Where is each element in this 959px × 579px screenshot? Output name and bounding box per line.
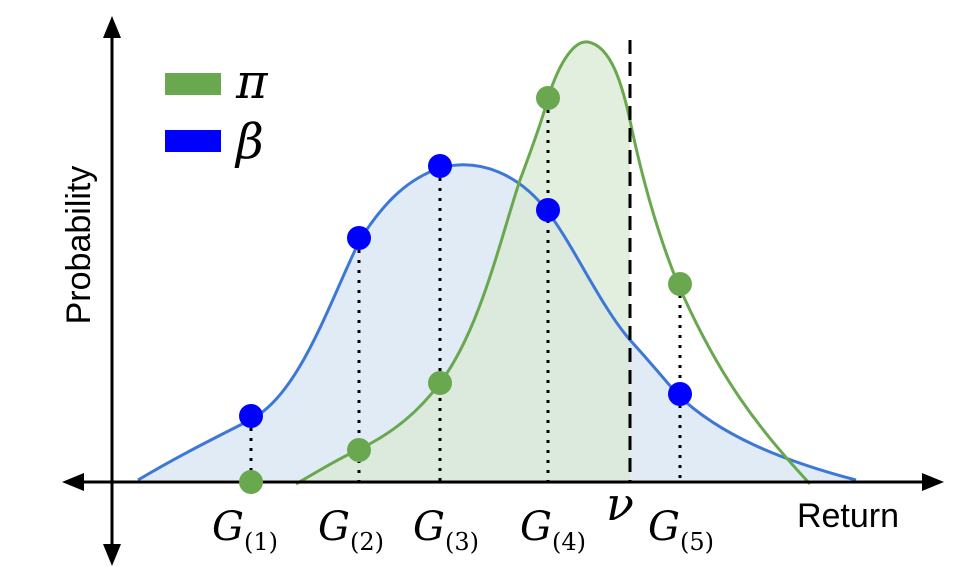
legend-beta-symbol: β bbox=[234, 114, 264, 170]
legend-pi-symbol: π bbox=[235, 54, 269, 110]
axes bbox=[62, 16, 944, 566]
legend-pi-swatch bbox=[165, 73, 221, 95]
y-axis-arrow-top bbox=[103, 16, 121, 38]
beta-dot-1 bbox=[239, 404, 263, 428]
pi-dot-2 bbox=[347, 438, 371, 462]
sample-label-3: G(3) bbox=[413, 504, 479, 556]
pi-dot-1 bbox=[239, 470, 263, 494]
beta-dot-3 bbox=[428, 154, 452, 178]
sample-label-2: G(2) bbox=[318, 504, 384, 556]
y-axis-label: Probability bbox=[60, 166, 98, 325]
pi-dot-4 bbox=[536, 86, 560, 110]
x-axis-label: Return bbox=[797, 497, 899, 535]
sample-label-4: G(4) bbox=[520, 504, 586, 556]
x-axis-arrow-left bbox=[62, 473, 84, 491]
pi-dot-3 bbox=[428, 371, 452, 395]
beta-dot-2 bbox=[347, 226, 371, 250]
sample-label-1: G(1) bbox=[212, 504, 278, 556]
sample-labels: G(1) G(2) G(3) G(4) G(5) bbox=[212, 504, 714, 556]
pi-dot-5 bbox=[668, 272, 692, 296]
beta-dot-5 bbox=[668, 382, 692, 406]
legend-beta-swatch bbox=[165, 130, 221, 152]
x-axis-arrow-right bbox=[922, 473, 944, 491]
threshold-symbol: ν bbox=[606, 477, 634, 531]
legend: π β bbox=[165, 54, 269, 170]
pi-sample-dots bbox=[239, 86, 692, 494]
sample-label-5: G(5) bbox=[648, 504, 714, 556]
beta-dot-4 bbox=[536, 198, 560, 222]
y-axis-arrow-bottom bbox=[103, 544, 121, 566]
beta-sample-dots bbox=[239, 154, 692, 428]
